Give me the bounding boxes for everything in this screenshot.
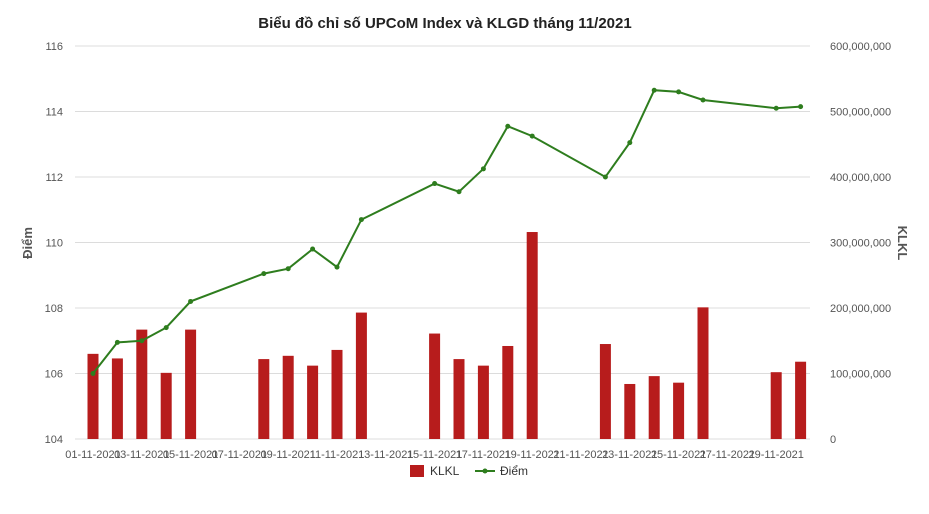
x-tick-label: 13-11-2021 xyxy=(358,449,413,461)
x-tick-label: 03-11-2021 xyxy=(114,449,169,461)
klkl-bar xyxy=(697,307,709,439)
x-tick-label: 23-11-2021 xyxy=(602,449,657,461)
klkl-bars xyxy=(87,232,807,439)
klkl-bar xyxy=(795,361,807,439)
left-tick-label: 112 xyxy=(45,172,63,184)
diem-point xyxy=(798,104,804,110)
diem-point xyxy=(188,298,194,304)
x-axis-ticks: 01-11-202103-11-202105-11-202107-11-2021… xyxy=(65,449,804,461)
klkl-bar xyxy=(307,365,319,439)
diem-point xyxy=(700,97,706,103)
diem-point xyxy=(163,325,169,331)
right-tick-label: 200,000,000 xyxy=(830,303,891,315)
klkl-bar xyxy=(599,344,611,439)
legend-diem-label: Điểm xyxy=(500,464,528,478)
legend-diem-marker xyxy=(482,468,488,474)
left-tick-label: 104 xyxy=(45,434,63,446)
klkl-bar xyxy=(111,358,123,439)
x-tick-label: 09-11-2021 xyxy=(260,449,315,461)
diem-point xyxy=(432,181,438,187)
diem-point xyxy=(651,87,657,93)
diem-point xyxy=(480,166,486,172)
left-tick-label: 110 xyxy=(45,238,63,250)
x-tick-label: 01-11-2021 xyxy=(65,449,120,461)
x-tick-label: 19-11-2021 xyxy=(504,449,559,461)
klkl-bar xyxy=(673,382,685,439)
diem-point xyxy=(358,217,364,223)
klkl-bar xyxy=(477,365,489,439)
right-tick-label: 100,000,000 xyxy=(830,369,891,381)
diem-point xyxy=(114,339,120,345)
right-axis-title: KLKL xyxy=(895,226,910,261)
klkl-bar xyxy=(136,329,148,439)
klkl-bar xyxy=(429,333,441,439)
diem-point xyxy=(456,189,462,195)
x-tick-label: 29-11-2021 xyxy=(748,449,803,461)
diem-point xyxy=(602,174,608,180)
x-tick-label: 17-11-2021 xyxy=(456,449,511,461)
left-axis-title: Điểm xyxy=(20,227,35,259)
right-tick-label: 0 xyxy=(830,434,836,446)
klkl-bar xyxy=(770,372,782,439)
left-axis-ticks: 104 106 108 110 112 114 116 xyxy=(45,41,63,446)
right-tick-label: 500,000,000 xyxy=(830,107,891,119)
diem-point xyxy=(505,123,511,129)
left-tick-label: 108 xyxy=(45,303,63,315)
x-tick-label: 15-11-2021 xyxy=(407,449,462,461)
diem-point xyxy=(261,271,267,277)
grid-lines xyxy=(75,45,810,440)
right-tick-label: 600,000,000 xyxy=(830,41,891,53)
klkl-bar xyxy=(453,359,465,439)
klkl-bar xyxy=(87,353,99,439)
x-tick-label: 25-11-2021 xyxy=(651,449,706,461)
diem-point xyxy=(773,105,779,111)
right-axis-ticks: 0 100,000,000 200,000,000 300,000,000 400,00… xyxy=(830,41,891,446)
x-tick-label: 21-11-2021 xyxy=(553,449,608,461)
left-tick-label: 114 xyxy=(45,107,63,119)
klkl-bar xyxy=(648,376,660,439)
left-tick-label: 116 xyxy=(45,41,63,53)
diem-line-series xyxy=(90,87,804,376)
legend: KLKL Điểm xyxy=(410,464,528,478)
right-tick-label: 400,000,000 xyxy=(830,172,891,184)
x-tick-label: 11-11-2021 xyxy=(310,449,365,461)
diem-point xyxy=(310,246,316,252)
x-tick-label: 27-11-2021 xyxy=(700,449,755,461)
x-tick-label: 05-11-2021 xyxy=(163,449,218,461)
diem-point xyxy=(90,371,96,376)
chart-title: Biểu đồ chỉ số UPCoM Index và KLGD tháng… xyxy=(258,15,631,32)
klkl-bar xyxy=(502,345,514,439)
left-tick-label: 106 xyxy=(45,369,63,381)
diem-point xyxy=(285,266,291,272)
klkl-bar xyxy=(282,355,294,439)
klkl-bar xyxy=(624,383,636,439)
diem-line xyxy=(92,89,801,375)
klkl-bar xyxy=(331,349,343,439)
diem-point xyxy=(627,140,633,146)
klkl-bar xyxy=(185,329,197,439)
legend-klkl-label: KLKL xyxy=(430,464,460,478)
klkl-bar xyxy=(355,312,367,439)
diem-point xyxy=(676,89,682,95)
x-tick-label: 07-11-2021 xyxy=(212,449,267,461)
diem-point xyxy=(139,338,145,344)
legend-klkl-swatch xyxy=(410,465,424,477)
right-tick-label: 300,000,000 xyxy=(830,238,891,250)
diem-point xyxy=(529,133,535,139)
klkl-bar xyxy=(526,232,538,439)
diem-point xyxy=(334,264,340,270)
klkl-bar xyxy=(160,372,172,439)
klkl-bar xyxy=(258,359,270,439)
